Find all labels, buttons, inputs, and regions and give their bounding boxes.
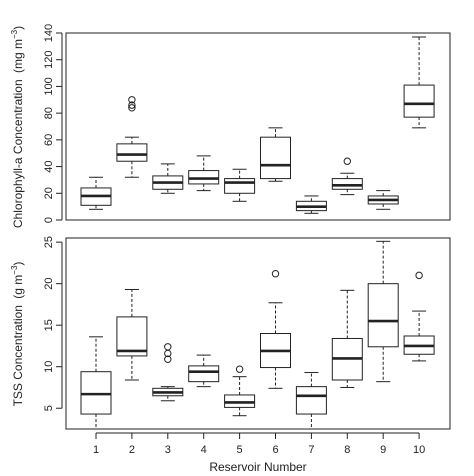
tss-y-axis-label: TSS Concentration (g m−3) [10, 262, 25, 407]
outlier-point [343, 157, 351, 165]
x-axis: 1 2 3 4 5 6 7 8 9 10 [93, 432, 425, 456]
chlorophyll-y-axis: 0 20 40 60 80 100 120 140 [43, 24, 63, 223]
chlorophyll-y-tick-label: 120 [43, 51, 55, 69]
iqr-box [331, 178, 363, 190]
iqr-box [260, 136, 291, 180]
outlier-point [128, 96, 136, 104]
tss-box-8 [331, 289, 363, 388]
tss-boxes [80, 240, 435, 430]
tss-box-5 [224, 365, 256, 417]
chlorophyll-panel: 0 20 40 60 80 100 120 140 Chlorophyll-a Concent… [10, 24, 451, 228]
chlorophyll-box-5 [224, 168, 256, 202]
tss-y-tick-label: 5 [43, 405, 55, 411]
x-tick-label: 5 [237, 444, 243, 456]
outlier-point [164, 343, 172, 351]
tss-box-9 [367, 240, 399, 383]
tss-y-tick-label: 15 [43, 319, 55, 331]
tss-y-tick-label: 25 [43, 236, 55, 248]
chlorophyll-box-3 [152, 163, 184, 194]
iqr-box [295, 386, 327, 415]
chlorophyll-y-axis-label: Chlorophyll-a Concentration (mg m−3) [10, 26, 25, 228]
chlorophyll-box-7 [295, 195, 327, 214]
tss-box-3 [152, 343, 184, 402]
outlier-point [128, 104, 136, 112]
chlorophyll-box-2 [116, 96, 148, 178]
chlorophyll-box-4 [188, 155, 220, 192]
chlorophyll-y-tick-label: 100 [43, 77, 55, 95]
tss-plot-frame [65, 237, 451, 430]
chlorophyll-box-9 [367, 190, 399, 210]
outlier-point [271, 270, 280, 278]
tss-box-2 [116, 288, 148, 381]
x-tick-label: 1 [93, 444, 99, 456]
chlorophyll-y-tick-label: 20 [43, 187, 55, 199]
chlorophyll-box-6 [260, 127, 291, 182]
x-tick-label: 4 [201, 444, 207, 456]
iqr-box [403, 84, 435, 118]
x-axis-label: Reservoir Number [209, 460, 306, 474]
outlier-point [128, 101, 136, 109]
outlier-point [164, 355, 172, 363]
iqr-box [116, 143, 148, 162]
chlorophyll-y-tick-label: 80 [43, 107, 55, 119]
chlorophyll-boxes [80, 36, 435, 214]
x-tick-label: 2 [129, 444, 135, 456]
tss-y-axis: 5 10 15 20 25 [43, 236, 63, 411]
iqr-box [116, 316, 148, 357]
chlorophyll-y-tick-label: 60 [43, 134, 55, 146]
chlorophyll-box-8 [331, 157, 363, 196]
x-tick-label: 9 [380, 444, 386, 456]
tss-box-4 [188, 354, 220, 388]
chlorophyll-box-10 [403, 36, 435, 129]
tss-y-tick-label: 10 [43, 361, 55, 373]
outlier-point [235, 365, 244, 373]
tss-box-7 [295, 372, 327, 430]
iqr-box [367, 283, 399, 348]
chlorophyll-y-tick-label: 0 [43, 217, 55, 223]
tss-box-10 [403, 271, 435, 362]
x-tick-label: 6 [272, 444, 278, 456]
tss-box-1 [80, 336, 112, 430]
tss-panel: 5 10 15 20 25 1 2 3 4 5 6 7 8 9 10 TSS Concentration … [10, 236, 451, 474]
x-tick-label: 7 [308, 444, 314, 456]
chlorophyll-box-1 [80, 176, 112, 210]
iqr-box [188, 170, 220, 185]
chlorophyll-y-tick-label: 140 [43, 24, 55, 42]
chlorophyll-y-tick-label: 40 [43, 160, 55, 172]
chlorophyll-plot-frame [65, 32, 451, 221]
outlier-point [415, 271, 423, 280]
tss-box-6 [260, 270, 291, 389]
x-tick-label: 3 [165, 444, 171, 456]
x-tick-label: 10 [413, 444, 425, 456]
iqr-box [188, 365, 220, 383]
tss-y-tick-label: 20 [43, 278, 55, 290]
iqr-box [224, 178, 256, 194]
x-tick-label: 8 [344, 444, 350, 456]
